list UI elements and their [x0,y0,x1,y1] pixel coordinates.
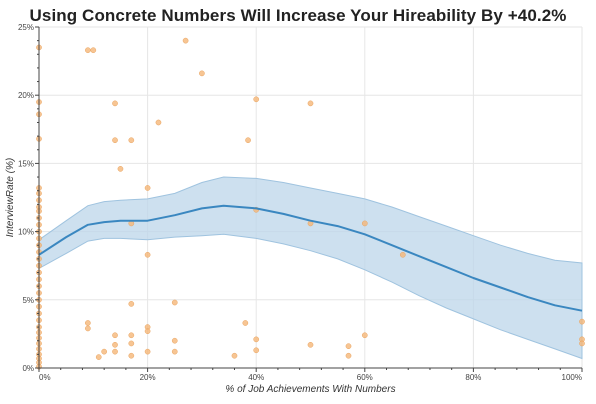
scatter-point [112,100,118,107]
scatter-point [128,332,135,339]
scatter-point [307,341,314,348]
y-tick-label: 25% [18,23,34,32]
confidence-band-layer [38,176,583,360]
scatter-point [144,251,151,258]
x-tick-label: 0% [39,373,51,382]
scatter-point [85,47,91,54]
scatter-point [101,348,108,355]
scatter-point [128,301,135,307]
trend-line [38,204,583,312]
scatter-point [144,185,151,191]
scatter-point [171,337,178,344]
scatter-point [90,47,97,54]
scatter-point [199,70,205,77]
x-tick-label: 20% [140,373,156,382]
scatter-point [231,352,238,359]
x-tick-label: 80% [465,373,481,382]
scatter-point [85,320,91,326]
confidence-band [38,176,583,360]
scatter-point [245,137,251,144]
scatter-point [253,347,260,354]
scatter-point [579,318,585,325]
scatter-point [112,341,118,348]
axes: 0% 5% 10% 15% 20% 25% 0% 20% 40% 60% 80% 100% [18,23,583,382]
scatter-point [361,220,368,227]
x-tick-label: 40% [248,373,264,382]
scatter-point [307,100,314,107]
scatter-point [253,336,260,343]
y-tick-label: 20% [18,91,34,100]
scatter-point [579,340,585,347]
scatter-point [128,137,135,144]
scatter-point [95,354,102,360]
y-axis-label: InterviewRate (%) [5,158,16,237]
y-tick-label: 0% [22,364,34,373]
scatter-point [112,348,118,355]
x-tick-label: 100% [562,373,582,382]
scatter-point [144,348,151,355]
scatter-point [242,320,249,326]
y-tick-label: 10% [18,228,34,237]
scatter-point [155,119,162,126]
scatter-point [253,96,260,103]
scatter-point [361,332,368,339]
scatter-point [128,340,135,347]
trend-line-layer [38,204,583,312]
x-tick-label: 60% [357,373,373,382]
y-tick-label: 5% [22,296,34,305]
x-axis-label: % of Job Achievements With Numbers [225,384,395,395]
y-tick-label: 15% [18,159,34,168]
scatter-point [171,299,178,306]
scatter-point [399,251,406,258]
scatter-point [345,343,352,350]
scatter-point [117,166,124,172]
chart-title: Using Concrete Numbers Will Increase You… [29,6,567,25]
scatter-point [112,137,118,144]
scatter-point [144,328,151,335]
scatter-point [345,352,352,359]
scatter-points-layer [36,37,585,370]
scatter-point [112,332,118,339]
scatter-point [182,37,189,44]
scatter-point [128,352,135,359]
scatter-point [85,325,91,332]
scatter-point [171,348,178,355]
